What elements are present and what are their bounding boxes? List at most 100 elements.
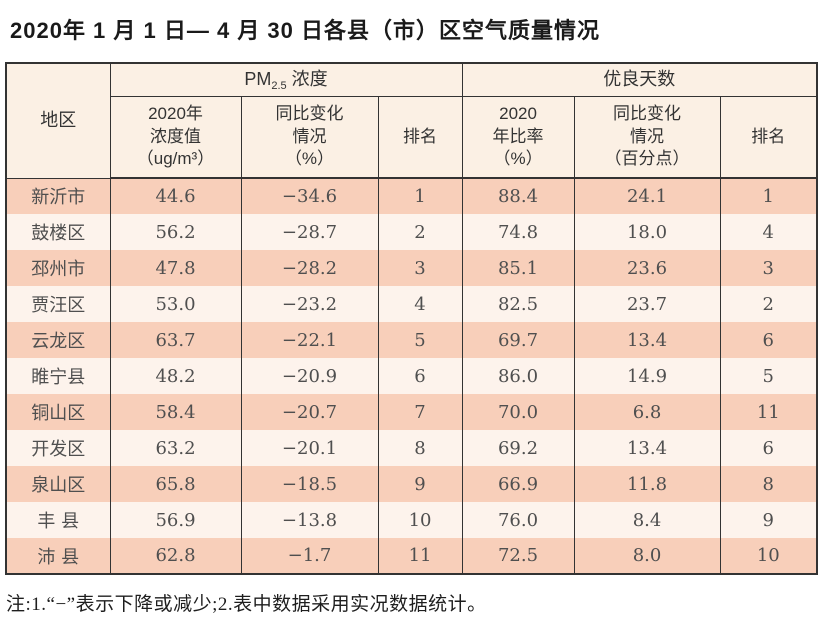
cell-pm-change: −1.7 <box>240 538 379 574</box>
cell-pm-change: −22.1 <box>240 322 379 358</box>
cell-region: 睢宁县 <box>5 358 111 394</box>
table-row: 铜山区 58.4 −20.7 7 70.0 6.8 11 <box>5 394 818 430</box>
cell-good-change: 13.4 <box>573 322 721 358</box>
cell-good-ratio: 66.9 <box>461 466 575 502</box>
cell-pm-value: 56.2 <box>109 214 242 250</box>
col-header-good-change: 同比变化 情况 （百分点） <box>573 96 721 179</box>
cell-region: 丰 县 <box>5 502 111 538</box>
cell-pm-value: 56.9 <box>109 502 242 538</box>
cell-good-change: 6.8 <box>573 394 721 430</box>
cell-pm-rank: 5 <box>377 322 463 358</box>
cell-good-rank: 9 <box>719 502 818 538</box>
cell-pm-change: −28.2 <box>240 250 379 286</box>
cell-good-change: 18.0 <box>573 214 721 250</box>
cell-good-ratio: 74.8 <box>461 214 575 250</box>
cell-good-change: 24.1 <box>573 178 721 214</box>
cell-pm-value: 65.8 <box>109 466 242 502</box>
table-row: 丰 县 56.9 −13.8 10 76.0 8.4 9 <box>5 502 818 538</box>
cell-good-change: 13.4 <box>573 430 721 466</box>
col-header-good-ratio: 2020 年比率 （%） <box>461 96 575 179</box>
cell-good-rank: 10 <box>719 538 818 574</box>
table-body: 新沂市 44.6 −34.6 1 88.4 24.1 1 鼓楼区 56.2 −28.7 2 74.8 1… <box>5 178 818 574</box>
cell-pm-value: 63.7 <box>109 322 242 358</box>
pm25-label-prefix: PM <box>244 68 272 89</box>
page-title: 2020年 1 月 1 日— 4 月 30 日各县（市）区空气质量情况 <box>10 18 601 43</box>
cell-pm-change: −20.9 <box>240 358 379 394</box>
cell-region: 邳州市 <box>5 250 111 286</box>
cell-good-change: 8.0 <box>573 538 721 574</box>
cell-region: 沛 县 <box>5 538 111 574</box>
cell-pm-change: −34.6 <box>240 178 379 214</box>
cell-pm-value: 62.8 <box>109 538 242 574</box>
cell-region: 贾汪区 <box>5 286 111 322</box>
cell-good-rank: 2 <box>719 286 818 322</box>
footnote: 注:1.“−”表示下降或减少;2.表中数据采用实况数据统计。 <box>6 594 487 615</box>
col-group-pm25: PM2.5 浓度 <box>109 63 463 97</box>
col-header-pm-value: 2020年 浓度值 （ug/m³） <box>109 96 242 179</box>
cell-good-rank: 6 <box>719 322 818 358</box>
cell-good-rank: 8 <box>719 466 818 502</box>
cell-good-change: 14.9 <box>573 358 721 394</box>
cell-region: 开发区 <box>5 430 111 466</box>
table-row: 鼓楼区 56.2 −28.7 2 74.8 18.0 4 <box>5 214 818 250</box>
table-row: 睢宁县 48.2 −20.9 6 86.0 14.9 5 <box>5 358 818 394</box>
cell-pm-value: 47.8 <box>109 250 242 286</box>
cell-region: 新沂市 <box>5 178 111 214</box>
cell-pm-change: −28.7 <box>240 214 379 250</box>
table-row: 贾汪区 53.0 −23.2 4 82.5 23.7 2 <box>5 286 818 322</box>
cell-region: 云龙区 <box>5 322 111 358</box>
col-header-pm-change: 同比变化 情况 （%） <box>240 96 379 179</box>
cell-pm-change: −23.2 <box>240 286 379 322</box>
cell-pm-rank: 2 <box>377 214 463 250</box>
table-row: 邳州市 47.8 −28.2 3 85.1 23.6 3 <box>5 250 818 286</box>
cell-pm-rank: 4 <box>377 286 463 322</box>
col-group-good-days: 优良天数 <box>461 63 818 97</box>
cell-pm-change: −20.1 <box>240 430 379 466</box>
air-quality-table: 地区 PM2.5 浓度 优良天数 2020年 浓度值 （ug/m³） 同比变化 … <box>5 62 819 575</box>
cell-pm-rank: 8 <box>377 430 463 466</box>
cell-good-rank: 5 <box>719 358 818 394</box>
cell-good-ratio: 82.5 <box>461 286 575 322</box>
cell-good-rank: 1 <box>719 178 818 214</box>
cell-good-change: 8.4 <box>573 502 721 538</box>
cell-pm-rank: 7 <box>377 394 463 430</box>
cell-good-ratio: 72.5 <box>461 538 575 574</box>
table-row: 泉山区 65.8 −18.5 9 66.9 11.8 8 <box>5 466 818 502</box>
cell-pm-value: 44.6 <box>109 178 242 214</box>
cell-good-ratio: 88.4 <box>461 178 575 214</box>
cell-good-rank: 4 <box>719 214 818 250</box>
cell-pm-rank: 1 <box>377 178 463 214</box>
cell-good-ratio: 76.0 <box>461 502 575 538</box>
cell-pm-change: −20.7 <box>240 394 379 430</box>
cell-pm-value: 63.2 <box>109 430 242 466</box>
table-row: 开发区 63.2 −20.1 8 69.2 13.4 6 <box>5 430 818 466</box>
col-header-good-rank: 排名 <box>719 96 818 179</box>
cell-good-ratio: 86.0 <box>461 358 575 394</box>
table-row: 新沂市 44.6 −34.6 1 88.4 24.1 1 <box>5 178 818 214</box>
table-row: 沛 县 62.8 −1.7 11 72.5 8.0 10 <box>5 538 818 574</box>
cell-pm-value: 48.2 <box>109 358 242 394</box>
pm25-label-suffix: 浓度 <box>286 68 328 89</box>
pm25-label-subscript: 2.5 <box>271 79 287 92</box>
col-header-region: 地区 <box>5 63 111 179</box>
table-row: 云龙区 63.7 −22.1 5 69.7 13.4 6 <box>5 322 818 358</box>
col-header-pm-rank: 排名 <box>377 96 463 179</box>
table-header: 地区 PM2.5 浓度 优良天数 2020年 浓度值 （ug/m³） 同比变化 … <box>5 63 818 179</box>
cell-region: 鼓楼区 <box>5 214 111 250</box>
cell-good-rank: 3 <box>719 250 818 286</box>
cell-region: 铜山区 <box>5 394 111 430</box>
cell-pm-change: −13.8 <box>240 502 379 538</box>
cell-good-change: 23.6 <box>573 250 721 286</box>
cell-pm-rank: 9 <box>377 466 463 502</box>
cell-pm-rank: 3 <box>377 250 463 286</box>
cell-pm-value: 53.0 <box>109 286 242 322</box>
cell-pm-rank: 10 <box>377 502 463 538</box>
cell-good-change: 23.7 <box>573 286 721 322</box>
cell-good-ratio: 85.1 <box>461 250 575 286</box>
cell-region: 泉山区 <box>5 466 111 502</box>
cell-good-change: 11.8 <box>573 466 721 502</box>
group-header-row: 地区 PM2.5 浓度 优良天数 <box>5 63 818 179</box>
cell-pm-change: −18.5 <box>240 466 379 502</box>
cell-pm-rank: 11 <box>377 538 463 574</box>
cell-good-rank: 11 <box>719 394 818 430</box>
